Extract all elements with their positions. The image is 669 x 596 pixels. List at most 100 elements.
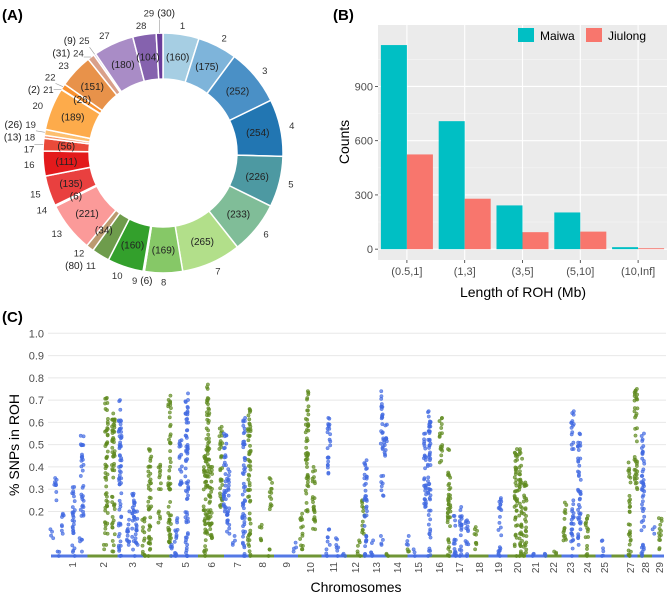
snp-point xyxy=(148,458,153,463)
snp-point xyxy=(246,488,250,492)
snp-point xyxy=(512,542,517,547)
snp-point xyxy=(562,516,567,521)
snp-point xyxy=(167,475,171,479)
panel-b-label: (B) xyxy=(333,7,354,24)
x-tick-label: 15 xyxy=(414,562,425,574)
donut-label-row: 17 xyxy=(24,145,35,156)
donut-label-row: 8 xyxy=(161,277,166,288)
snp-point xyxy=(513,532,518,537)
snp-point xyxy=(365,466,369,471)
snp-point xyxy=(184,546,189,550)
snp-point xyxy=(185,417,190,421)
snp-point xyxy=(328,443,333,448)
snp-point xyxy=(209,532,214,537)
snp-point xyxy=(632,398,637,403)
snp-point xyxy=(110,539,115,543)
snp-point xyxy=(242,426,247,431)
snp-point xyxy=(117,498,122,503)
snp-point xyxy=(425,462,430,467)
snp-point xyxy=(112,503,116,508)
snp-point xyxy=(327,542,332,547)
snp-point xyxy=(423,499,428,503)
x-tick-label: 9 xyxy=(282,562,293,568)
snp-point xyxy=(311,508,316,512)
snp-point xyxy=(227,469,232,474)
snp-point xyxy=(248,464,253,469)
snp-point xyxy=(103,520,107,525)
snp-point xyxy=(205,385,209,390)
snp-point xyxy=(110,417,115,422)
snp-point xyxy=(363,488,368,493)
snp-point xyxy=(221,502,226,507)
donut-slice-label: 19 xyxy=(25,120,36,131)
snp-point xyxy=(184,428,189,433)
snp-point xyxy=(60,513,65,517)
snp-point xyxy=(204,479,209,484)
snp-point xyxy=(426,455,431,460)
snp-point xyxy=(577,443,581,448)
snp-point xyxy=(110,500,115,505)
snp-point xyxy=(306,390,311,395)
snp-point xyxy=(633,433,638,438)
snp-point xyxy=(148,488,153,492)
snp-point xyxy=(225,529,229,534)
x-tick-label: 28 xyxy=(641,562,652,574)
snp-point xyxy=(427,531,432,536)
snp-point xyxy=(428,450,432,455)
snp-point xyxy=(206,446,210,451)
snp-point xyxy=(103,523,108,528)
snp-point xyxy=(336,545,341,550)
snp-point xyxy=(447,545,451,549)
snp-point xyxy=(640,552,645,557)
scatter-y-axis-title: % SNPs in ROH xyxy=(6,394,22,496)
x-tick-label: 27 xyxy=(626,562,637,574)
snp-point xyxy=(571,502,576,507)
snp-point xyxy=(437,419,442,423)
snp-point xyxy=(230,541,235,545)
x-tick-label: 21 xyxy=(531,562,542,574)
snp-point xyxy=(203,544,208,549)
snp-point xyxy=(178,442,182,447)
snp-point xyxy=(305,508,310,512)
snp-point xyxy=(448,549,453,554)
snp-point xyxy=(241,529,246,534)
baseline-points xyxy=(652,554,664,558)
snp-point xyxy=(446,502,451,507)
x-tick-label: 19 xyxy=(494,562,505,574)
donut-slice-label: 25 xyxy=(79,36,90,47)
snp-point xyxy=(167,410,172,415)
snp-point xyxy=(135,509,139,514)
donut-slice-value: (221) xyxy=(75,209,98,220)
snp-point xyxy=(146,499,151,504)
snp-point xyxy=(226,509,231,514)
snp-point xyxy=(641,481,646,486)
snp-point xyxy=(140,549,145,554)
snp-point xyxy=(149,481,153,486)
snp-point xyxy=(217,447,222,451)
snp-point xyxy=(218,439,223,444)
snp-point xyxy=(358,554,363,558)
snp-point xyxy=(223,483,228,488)
donut-label-row: 23 xyxy=(58,61,69,72)
snp-point xyxy=(412,554,417,558)
snp-point xyxy=(185,516,190,521)
y-tick-label: 0.2 xyxy=(29,506,44,518)
snp-point xyxy=(172,539,177,544)
snp-point xyxy=(327,437,332,442)
snp-point xyxy=(650,527,655,532)
snp-point xyxy=(512,475,517,480)
snp-point xyxy=(105,408,109,413)
donut-slice-label: 12 xyxy=(74,248,85,259)
snp-point xyxy=(641,506,646,511)
baseline-points xyxy=(637,554,652,558)
x-tick-label: 16 xyxy=(435,562,446,574)
snp-point xyxy=(111,475,116,480)
snp-point xyxy=(208,514,213,519)
snp-point xyxy=(222,434,227,439)
bar-legend: Maiwa Jiulong xyxy=(518,28,646,43)
snp-point xyxy=(240,492,245,497)
snp-point xyxy=(577,497,582,502)
snp-point xyxy=(70,485,75,490)
snp-point xyxy=(247,511,252,516)
snp-point xyxy=(627,471,632,476)
